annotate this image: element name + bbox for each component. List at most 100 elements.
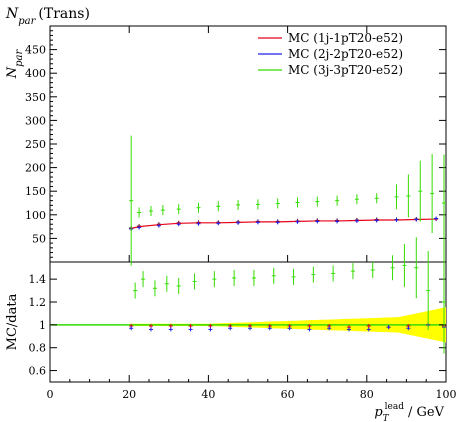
main-panel-frame — [49, 25, 447, 263]
ratio-xtick-label: 80 — [360, 388, 374, 401]
mc-series-3-point — [236, 199, 241, 210]
ratio-series-3-point — [426, 251, 431, 331]
ratio-series-3-point — [390, 255, 395, 281]
mc-series-3-point — [216, 201, 221, 212]
mc-series-2-point — [196, 221, 201, 226]
main-ytick-label: 450 — [25, 44, 46, 57]
ratio-xtick-label: 60 — [281, 388, 295, 401]
ratio-series-1-point — [168, 324, 173, 328]
mc-series-2-point — [315, 219, 320, 224]
main-ytick-label: 250 — [25, 138, 46, 151]
ratio-series-2-point — [346, 327, 351, 332]
ratio-ytick-label: 0.8 — [29, 342, 47, 355]
legend-label: MC (1j-1pT20-e52) — [288, 31, 403, 45]
x-axis-label: pTlead / GeV — [374, 402, 444, 422]
chart-title: Npar (Trans) — [5, 6, 90, 27]
mc-series-3-point — [176, 204, 181, 215]
mc-series-3-point — [418, 160, 423, 222]
ratio-series-3-point — [212, 271, 217, 288]
ratio-series-2-point — [148, 327, 153, 332]
mc-series-2-point — [414, 217, 419, 222]
mc-series-2-point — [295, 219, 300, 224]
mc-series-2-point — [434, 216, 439, 221]
ratio-xtick-label: 40 — [201, 388, 215, 401]
ratio-series-2-point — [406, 326, 411, 331]
legend-label: MC (3j-3pT20-e52) — [288, 63, 403, 77]
ratio-series-3-point — [370, 262, 375, 278]
ratio-series-3-point — [271, 267, 276, 284]
mc-series-3-point — [137, 207, 142, 218]
ratio-xtick-label: 20 — [122, 388, 136, 401]
main-ytick-label: 300 — [25, 114, 46, 127]
ratio-series-2-point — [129, 326, 134, 331]
ratio-xtick-label: 0 — [47, 388, 54, 401]
ratio-ytick-label: 1.2 — [29, 296, 47, 309]
ratio-series-3-point — [331, 265, 336, 282]
main-ytick-label: 50 — [32, 232, 46, 245]
main-series-group — [129, 135, 447, 266]
mc-series-3-point — [406, 174, 411, 218]
mc-series-2-point — [374, 218, 379, 223]
ratio-series-2-point — [307, 327, 312, 332]
ratio-ytick-label: 0.6 — [29, 365, 47, 378]
mc-series-3-point — [335, 195, 340, 206]
mc-series-3-point — [442, 154, 447, 252]
mc-series-3-point — [430, 154, 435, 234]
ratio-series-2-point — [228, 326, 233, 331]
ratio-series-3-point — [164, 275, 169, 292]
ratio-series-1-point — [366, 324, 371, 328]
mc-series-3-point — [394, 184, 399, 210]
main-ytick-label: 200 — [25, 162, 46, 175]
ratio-series-3-point — [402, 243, 407, 287]
ratio-series-1-point — [307, 324, 312, 328]
ratio-series-3-point — [141, 271, 146, 288]
ratio-series-3-point — [133, 282, 138, 299]
mc-series-2-point — [137, 225, 142, 230]
mc-series-2-point — [216, 221, 221, 226]
mc-series-3-point — [354, 194, 359, 205]
ratio-series-2-point — [188, 327, 193, 332]
ratio-series-1-point — [208, 324, 213, 328]
mc-series-2-point — [156, 223, 161, 228]
mc-series-3-point — [275, 198, 280, 209]
mc-series-3-point — [295, 197, 300, 208]
ratio-series-2-point — [287, 326, 292, 331]
legend-label: MC (2j-2pT20-e52) — [288, 47, 403, 61]
ratio-series-2-point — [247, 326, 252, 331]
legend: MC (1j-1pT20-e52) MC (2j-2pT20-e52) MC (3j… — [258, 31, 403, 77]
ratio-series-3-point — [176, 278, 181, 294]
ratio-series-3-point — [311, 266, 316, 283]
ratio-series-1-point — [148, 324, 153, 328]
ratio-xtick-label: 100 — [436, 388, 457, 401]
ratio-series-2-point — [327, 326, 332, 331]
ratio-axis-ticks: 0.6 0.8 1 1.2 1.4 0 20 40 60 80 100 — [29, 273, 457, 401]
ratio-series-2-point — [168, 327, 173, 332]
mc-series-3-point — [160, 205, 165, 216]
mc-series-3-point — [315, 196, 320, 207]
main-ylabel: Npar — [5, 49, 25, 80]
ratio-ytick-label: 1.4 — [29, 273, 47, 286]
ratio-series-2-point — [366, 327, 371, 332]
mc-series-2-point — [394, 217, 399, 222]
ratio-ytick-label: 1 — [39, 319, 46, 332]
ratio-series-2-point — [386, 325, 391, 330]
ratio-series-1-point — [188, 324, 193, 328]
main-ytick-label: 100 — [25, 209, 46, 222]
ratio-series-3-point — [414, 237, 419, 299]
ratio-series-3-point — [152, 280, 157, 297]
main-ytick-label: 350 — [25, 91, 46, 104]
mc-series-2-point — [236, 220, 241, 225]
ratio-series-3-point — [192, 273, 197, 290]
ratio-series-3-point — [251, 270, 256, 286]
ratio-series-3-point — [442, 250, 447, 354]
main-ytick-label: 150 — [25, 185, 46, 198]
mc-series-2-point — [335, 219, 340, 224]
mc-series-2-point — [176, 222, 181, 227]
ratio-series-3-point — [291, 268, 296, 285]
main-ytick-label: 400 — [25, 67, 46, 80]
mc-series-3-point — [374, 193, 379, 204]
mc-series-2-point — [275, 220, 280, 225]
mc-series-2-point — [255, 220, 260, 225]
mc-series-3-point — [148, 206, 153, 217]
ratio-series-group — [129, 237, 447, 354]
